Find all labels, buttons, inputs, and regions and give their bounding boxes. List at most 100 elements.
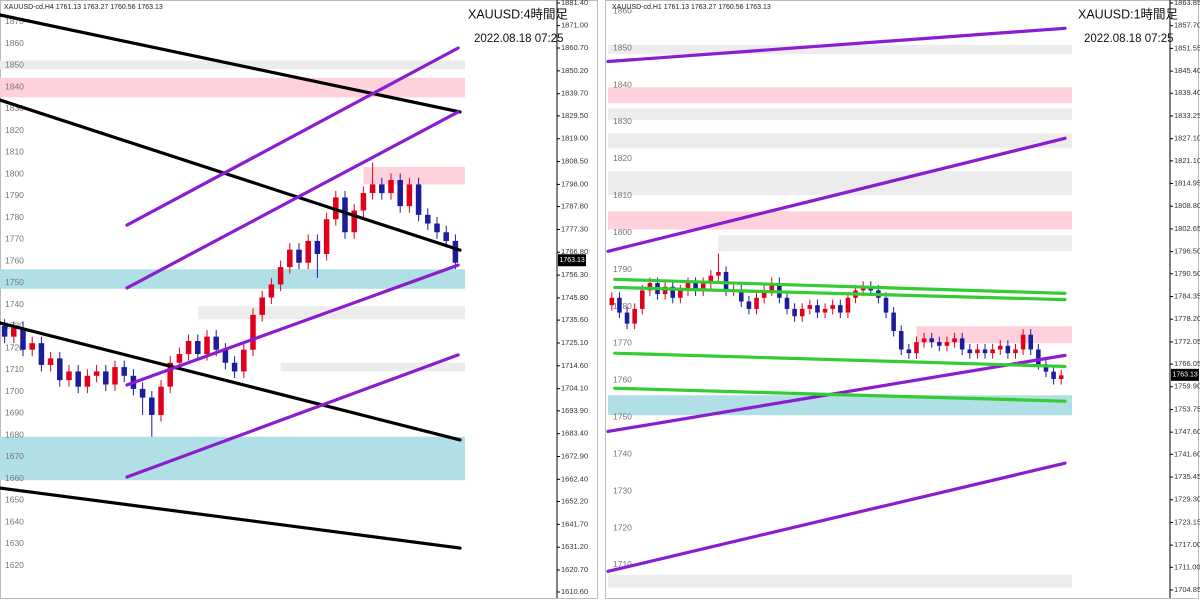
candle-body [792,308,797,317]
price-level-label: 1810 [613,190,632,200]
price-level-label: 1820 [613,153,632,163]
y-tick-label: 1662.40 [561,474,588,483]
price-level-label: 1650 [5,495,24,505]
candle-body [121,367,127,376]
candle-body [287,249,293,268]
candle-body [761,290,767,298]
candle-body [937,342,942,346]
y-tick-label: 1672.90 [561,451,588,460]
candle-body [685,283,691,291]
candle-body [425,214,431,224]
candle-body [647,283,653,291]
y-tick-label: 1631.20 [561,542,588,551]
price-level-label: 1820 [5,125,24,135]
y-tick-label: 1723.15 [1174,517,1200,526]
price-zone [608,171,1072,196]
candle-body [967,349,973,354]
price-zone [197,306,466,320]
price-level-label: 1770 [613,338,632,348]
candle-body [845,297,851,313]
price-zone [608,108,1072,121]
candle-body [838,305,843,313]
trend-line [613,285,1067,302]
price-level-label: 1640 [5,516,24,526]
candle-body [716,271,721,276]
y-tick-label: 1827.10 [1174,134,1200,143]
price-level-label: 1750 [5,277,24,287]
candle-body [139,388,146,398]
price-level-label: 1870 [5,16,24,26]
candle-body [75,371,81,387]
y-tick-label: 1839.40 [1174,88,1200,97]
candle-body [305,240,311,263]
candle-body [149,397,155,415]
y-tick-label: 1693.90 [561,406,588,415]
price-zone [0,77,465,98]
y-tick-label: 1833.25 [1174,111,1200,120]
price-level-label: 1670 [5,451,24,461]
candle-body [259,297,265,315]
y-tick-label: 1766.80 [561,247,588,256]
price-level-label: 1800 [613,227,632,237]
candle-body [195,341,201,355]
price-level-label: 1810 [5,147,24,157]
y-tick-label: 1839.70 [561,89,588,98]
candle-body [47,358,54,365]
trend-line [0,98,462,252]
candle-body [830,305,835,309]
y-tick-label: 1745.80 [561,293,588,302]
price-zone [608,574,1072,588]
candle-body [1051,371,1056,380]
price-level-label: 1800 [5,168,24,178]
y-tick-label: 1808.80 [1174,201,1200,210]
candle-body [231,362,238,372]
candle-body [20,327,26,350]
y-tick-label: 1857.70 [1174,21,1200,30]
y-tick-label: 1717.00 [1174,540,1200,549]
trend-line [606,136,1067,253]
candle-body [369,184,376,194]
panel-frame [0,0,598,599]
candle-body [397,180,403,207]
candle-body [997,345,1003,350]
y-tick-label: 1850.20 [561,66,588,75]
candle-body [639,290,645,309]
price-level-label: 1730 [613,485,632,495]
price-level-label: 1840 [5,81,24,91]
candle-body [921,338,927,343]
y-tick-label: 1808.50 [561,157,588,166]
y-tick-label: 1881.40 [561,0,588,7]
candle-body [176,354,183,363]
price-level-label: 1720 [613,522,632,532]
price-zone [608,133,1072,149]
y-tick-label: 1704.85 [1174,585,1200,594]
chart-header: XAUUSD-cd,H1 1761.13 1763.27 1760.56 176… [612,4,771,11]
y-tick-label: 1729.30 [1174,495,1200,504]
candle-body [57,358,63,381]
candle-body [204,336,210,355]
candle-body [84,375,91,387]
price-level-label: 1860 [5,38,24,48]
chart-title: XAUUSD:4時間足 [468,7,569,21]
y-tick-label: 1741.60 [1174,449,1200,458]
y-tick-label: 1747.60 [1174,427,1200,436]
candle-body [452,240,459,263]
price-level-label: 1710 [613,559,632,569]
price-tag-bg [558,254,586,267]
y-tick-label: 1725.10 [561,338,588,347]
candle-body [388,180,394,194]
candle-body [990,349,995,354]
y-tick-label: 1819.00 [561,134,588,143]
y-tick-label: 1641.70 [561,519,588,528]
y-tick-label: 1790.50 [1174,269,1200,278]
y-tick-label: 1777.30 [561,224,588,233]
candle-body [351,210,357,233]
price-level-label: 1780 [5,212,24,222]
candle-body [670,286,676,298]
candle-body [1058,375,1064,380]
price-level-label: 1760 [613,375,632,385]
price-zone [280,362,465,372]
price-level-label: 1740 [613,448,632,458]
y-tick-label: 1735.60 [561,315,588,324]
